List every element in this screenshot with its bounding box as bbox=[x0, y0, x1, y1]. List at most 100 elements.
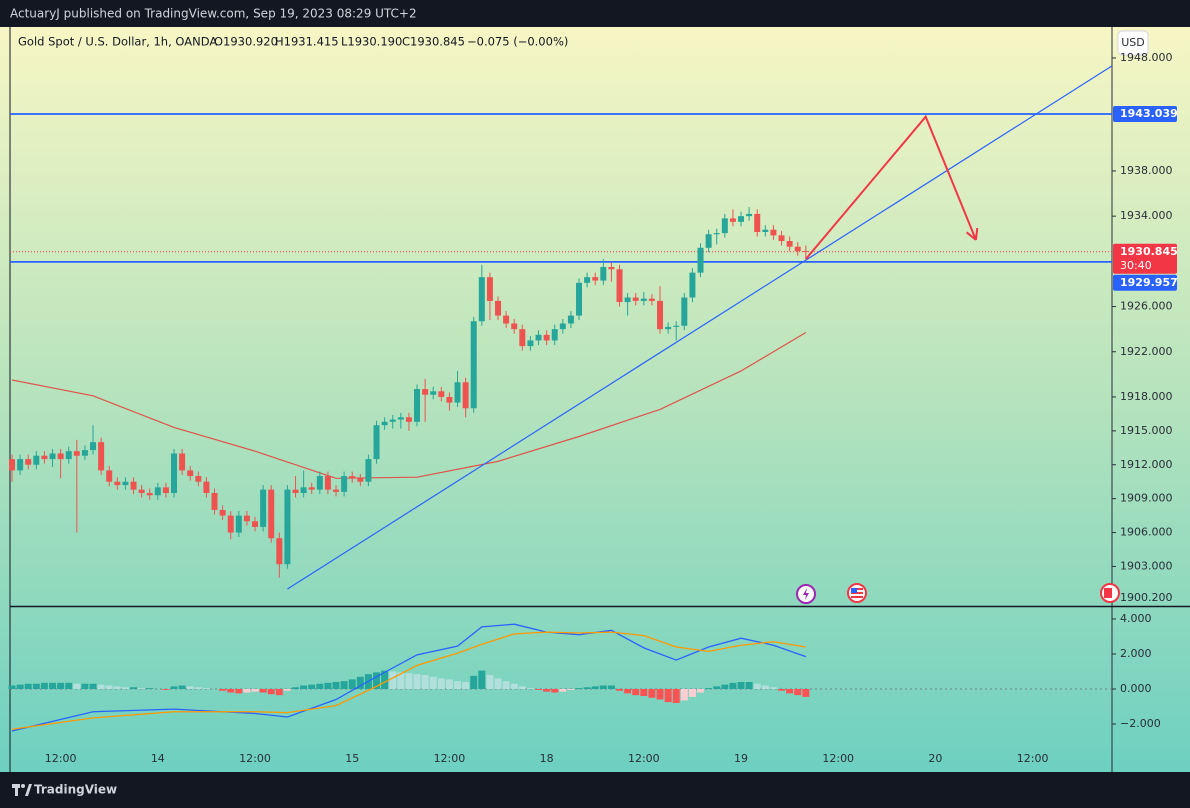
candle-body bbox=[576, 282, 583, 316]
histogram-bar bbox=[81, 683, 89, 689]
last-price-tag-box bbox=[1113, 243, 1177, 274]
x-tick-label: 12:00 bbox=[434, 752, 466, 765]
histogram-bar bbox=[786, 689, 794, 694]
histogram-bar bbox=[73, 683, 81, 689]
candle-body bbox=[365, 459, 372, 482]
histogram-bar bbox=[113, 686, 121, 689]
candle-body bbox=[146, 493, 153, 496]
histogram-bar bbox=[32, 683, 40, 689]
histogram-bar bbox=[283, 689, 291, 691]
candle-body bbox=[122, 481, 129, 486]
candle-body bbox=[600, 267, 607, 281]
candle-body bbox=[81, 450, 88, 456]
histogram-bar bbox=[138, 688, 146, 689]
candle-body bbox=[721, 218, 728, 234]
histogram-bar bbox=[8, 685, 16, 689]
y-tick-label: 1918.000 bbox=[1120, 390, 1173, 403]
histogram-bar bbox=[672, 689, 680, 704]
histogram-bar bbox=[624, 689, 632, 694]
candle-body bbox=[17, 459, 24, 471]
candle-body bbox=[65, 451, 72, 460]
candle-body bbox=[179, 453, 186, 471]
histogram-bar bbox=[57, 682, 65, 689]
candle-body bbox=[519, 329, 526, 347]
chart-background bbox=[0, 27, 1190, 772]
x-tick-label: 20 bbox=[928, 752, 942, 765]
trendline bbox=[287, 65, 1113, 590]
candle-body bbox=[648, 298, 655, 301]
histogram-bar bbox=[235, 689, 243, 694]
candle-body bbox=[640, 298, 647, 301]
histogram-bar bbox=[130, 687, 138, 689]
candle-body bbox=[754, 213, 761, 232]
currency-label[interactable]: USD bbox=[1121, 36, 1145, 49]
candle-body bbox=[689, 272, 696, 298]
signal-line bbox=[11, 631, 806, 730]
candle-body bbox=[802, 250, 809, 252]
y-tick-label: 4.000 bbox=[1120, 612, 1152, 625]
histogram-bar bbox=[510, 683, 518, 689]
histogram-bar bbox=[105, 685, 113, 689]
histogram-bar bbox=[24, 683, 32, 689]
histogram-bar bbox=[413, 674, 421, 689]
header-text: ActuaryJ published on TradingView.com, S… bbox=[10, 7, 417, 21]
x-tick-label: 18 bbox=[540, 752, 554, 765]
histogram-bar bbox=[194, 687, 202, 689]
y-tick-label: 1906.000 bbox=[1120, 526, 1173, 539]
y-tick-label: 1912.000 bbox=[1120, 458, 1173, 471]
histogram-bar bbox=[170, 686, 178, 689]
histogram-bar bbox=[648, 689, 656, 698]
candle-body bbox=[300, 487, 307, 494]
legend-low: L1930.190 bbox=[341, 35, 402, 49]
candle-body bbox=[405, 417, 412, 422]
candle-body bbox=[195, 476, 202, 482]
arrow-head bbox=[974, 227, 979, 241]
histogram-bar bbox=[591, 686, 599, 689]
histogram-bar bbox=[462, 681, 470, 689]
histogram-bar bbox=[567, 689, 575, 690]
last-price-tag: 1930.845 bbox=[1120, 245, 1178, 258]
brand-logo bbox=[12, 784, 32, 796]
candle-body bbox=[511, 323, 518, 330]
histogram-bar bbox=[186, 686, 194, 689]
histogram-bar bbox=[535, 689, 543, 690]
histogram-bar bbox=[494, 678, 502, 689]
histogram-bar bbox=[680, 689, 688, 701]
histogram-bar bbox=[437, 678, 445, 689]
moving-average-line bbox=[11, 332, 807, 479]
histogram-bar bbox=[397, 672, 405, 689]
candle-body bbox=[268, 489, 275, 539]
y-tick-label: 0.000 bbox=[1120, 682, 1152, 695]
candle-body bbox=[25, 459, 32, 465]
histogram-bar bbox=[664, 689, 672, 703]
histogram-bar bbox=[40, 682, 48, 689]
histogram-bar bbox=[162, 689, 170, 690]
candle-body bbox=[592, 277, 599, 281]
histogram-bar bbox=[575, 688, 583, 689]
candle-body bbox=[567, 315, 574, 324]
candle-body bbox=[381, 421, 388, 426]
level-tag-box bbox=[1113, 274, 1177, 291]
histogram-bar bbox=[324, 682, 332, 689]
candle-body bbox=[276, 538, 283, 565]
y-tick-label: 2.000 bbox=[1120, 647, 1152, 660]
candle-body bbox=[527, 340, 534, 347]
x-tick-label: 12:00 bbox=[45, 752, 77, 765]
histogram-bar bbox=[802, 689, 810, 697]
histogram-bar bbox=[632, 689, 640, 696]
currency-button[interactable] bbox=[1117, 30, 1149, 56]
histogram-bar bbox=[697, 689, 705, 693]
histogram-bar bbox=[332, 681, 340, 689]
candle-body bbox=[770, 229, 777, 236]
candle-body bbox=[559, 323, 566, 330]
candle-body bbox=[389, 419, 396, 422]
histogram-bar bbox=[713, 686, 721, 689]
histogram-bar bbox=[267, 689, 275, 695]
candle-body bbox=[90, 442, 97, 451]
legend-open: O1930.920 bbox=[214, 35, 278, 49]
candle-body bbox=[138, 489, 145, 494]
candle-body bbox=[778, 235, 785, 242]
candle-body bbox=[681, 297, 688, 326]
candle-body bbox=[551, 329, 558, 341]
histogram-bar bbox=[543, 689, 551, 692]
